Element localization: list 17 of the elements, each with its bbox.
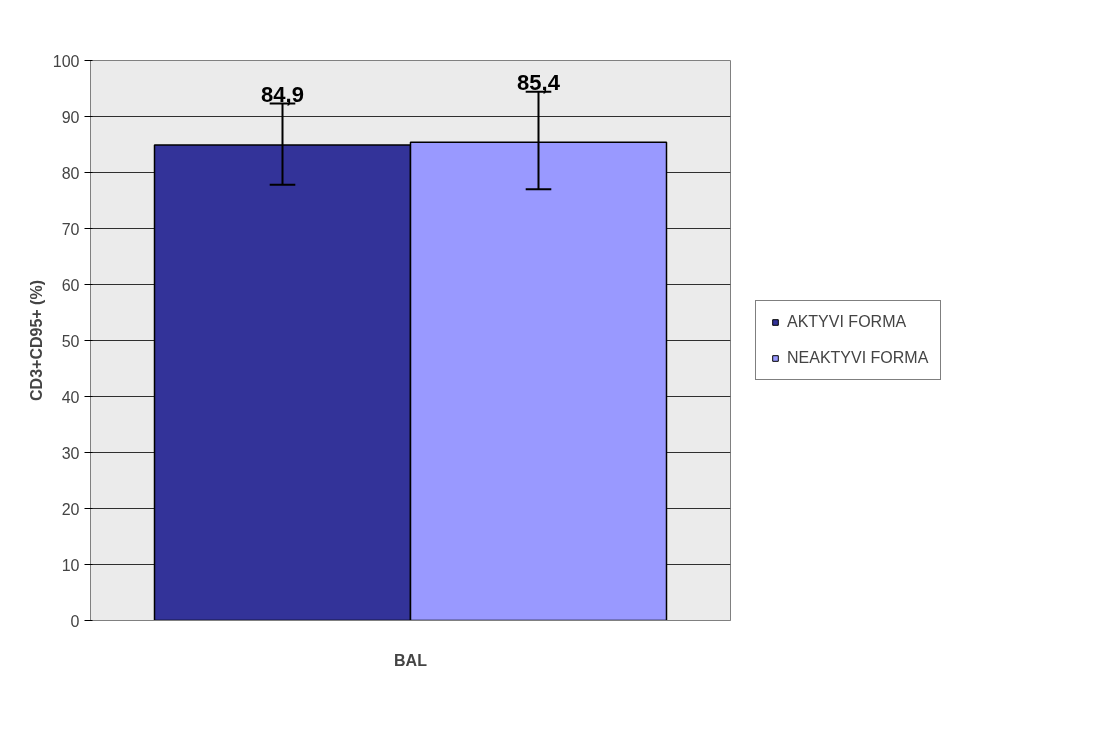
y-tick-label: 80 [61, 164, 80, 182]
y-tick-label: 30 [61, 444, 80, 462]
y-tick-label: 70 [61, 220, 80, 238]
y-tick-label: 10 [61, 556, 80, 574]
y-tick-label: 20 [61, 500, 80, 518]
y-tick-label: 100 [52, 52, 80, 70]
y-tick-label: 90 [61, 108, 80, 126]
y-tick-label: 60 [61, 276, 80, 294]
y-tick-label: 40 [61, 388, 80, 406]
legend-label: NEAKTYVI FORMA [787, 349, 929, 367]
data-label: 85,4 [517, 69, 561, 95]
y-tick-label: 50 [61, 332, 80, 350]
data-label: 84,9 [261, 81, 304, 107]
x-tick-label: BAL [394, 651, 428, 669]
legend-label: AKTYVI FORMA [787, 313, 907, 331]
y-axis-title: CD3+CD95+ (%) [27, 280, 45, 401]
y-tick-label: 0 [70, 612, 80, 630]
